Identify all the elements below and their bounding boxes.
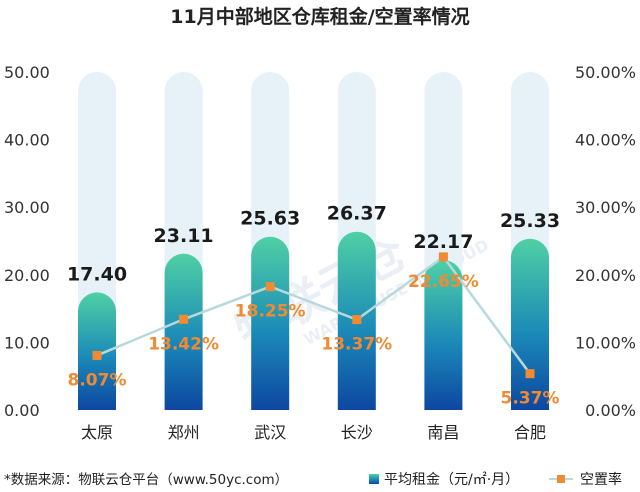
x-category-label: 南昌 [427, 423, 459, 442]
legend: 平均租金（元/㎡·月） 空置率 [369, 471, 622, 488]
bar-value-label: 25.63 [240, 208, 300, 230]
legend-vacancy-label: 空置率 [580, 471, 622, 488]
x-category-label: 长沙 [341, 423, 373, 442]
vacancy-point [438, 252, 448, 262]
vacancy-point [265, 282, 275, 292]
vacancy-point [179, 314, 189, 324]
x-axis-categories: 太原 郑州 武汉 长沙 南昌 合肥 [81, 423, 546, 442]
bar [164, 253, 203, 410]
y-left-tick-label: 30.00 [4, 198, 50, 217]
x-category-label: 武汉 [254, 423, 286, 442]
bars [78, 231, 549, 410]
y-right-tick-label: 0.00% [585, 401, 636, 420]
vacancy-value-label: 8.07% [68, 370, 127, 390]
y-axis-left: 0.00 10.00 20.00 30.00 40.00 50.00 [4, 63, 50, 420]
vacancy-point [525, 369, 535, 379]
legend-marker-swatch [557, 475, 565, 483]
bar-value-label: 26.37 [327, 203, 387, 225]
y-left-tick-label: 0.00 [4, 401, 40, 420]
bar-value-label: 23.11 [154, 225, 214, 247]
y-left-tick-label: 40.00 [4, 131, 50, 150]
vacancy-value-labels: 8.07% 13.42% 18.25% 13.37% 22.65% 5.37% [68, 272, 560, 409]
y-left-tick-label: 50.00 [4, 63, 50, 82]
vacancy-value-label: 5.37% [501, 389, 560, 409]
x-category-label: 郑州 [168, 423, 200, 442]
y-right-tick-label: 40.00% [575, 131, 636, 150]
bar-value-label: 17.40 [67, 263, 127, 285]
vacancy-line [92, 252, 535, 379]
legend-rent-label: 平均租金（元/㎡·月） [384, 472, 519, 488]
source-note: *数据来源：物联云仓平台（www.50yc.com） [4, 472, 288, 488]
bar-value-label: 22.17 [413, 231, 473, 253]
bar [251, 236, 290, 410]
vacancy-line-path [96, 255, 532, 375]
y-right-tick-label: 20.00% [575, 266, 636, 285]
bar [424, 260, 463, 410]
x-category-label: 太原 [81, 423, 113, 442]
vacancy-value-label: 22.65% [408, 272, 479, 292]
y-axis-right: 0.00% 10.00% 20.00% 30.00% 40.00% 50.00% [575, 63, 636, 420]
bar [511, 238, 549, 410]
y-right-tick-label: 10.00% [575, 333, 636, 352]
bar-value-label: 25.33 [500, 210, 560, 232]
legend-bar-swatch [369, 474, 379, 484]
vacancy-value-label: 13.37% [321, 335, 392, 355]
vacancy-value-label: 18.25% [235, 302, 306, 322]
rent-value-labels: 17.40 23.11 25.63 26.37 22.17 25.33 [67, 203, 560, 286]
vacancy-value-label: 13.42% [148, 334, 219, 354]
y-left-tick-label: 10.00 [4, 333, 50, 352]
y-right-tick-label: 50.00% [575, 63, 636, 82]
x-category-label: 合肥 [514, 423, 546, 442]
vacancy-point [352, 315, 362, 325]
vacancy-point [92, 350, 102, 360]
y-right-tick-label: 30.00% [575, 198, 636, 217]
chart-title: 11月中部地区仓库租金/空置率情况 [170, 5, 469, 28]
y-left-tick-label: 20.00 [4, 266, 50, 285]
